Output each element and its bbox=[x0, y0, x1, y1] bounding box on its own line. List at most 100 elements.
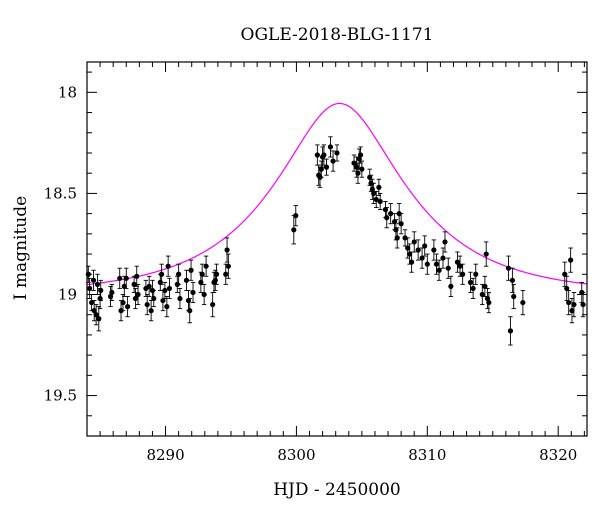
point-marker bbox=[121, 283, 127, 289]
point-marker bbox=[330, 158, 336, 164]
data-point bbox=[569, 298, 575, 324]
point-marker bbox=[507, 328, 514, 334]
data-point bbox=[224, 237, 230, 263]
point-marker bbox=[327, 144, 334, 150]
point-marker bbox=[151, 295, 157, 302]
point-marker bbox=[318, 166, 324, 172]
data-point bbox=[568, 247, 574, 273]
data-point bbox=[473, 263, 479, 285]
y-tick-label: 18.5 bbox=[44, 184, 77, 202]
data-point bbox=[159, 263, 165, 285]
point-marker bbox=[98, 287, 104, 294]
data-point bbox=[98, 279, 104, 302]
data-point bbox=[151, 289, 157, 308]
point-marker bbox=[355, 170, 361, 176]
point-marker bbox=[90, 277, 97, 283]
data-point bbox=[483, 241, 489, 267]
data-point bbox=[402, 229, 408, 247]
data-point bbox=[564, 275, 570, 302]
point-marker bbox=[166, 285, 173, 292]
data-point bbox=[520, 289, 526, 316]
point-marker bbox=[433, 261, 440, 267]
axis-ticks-layer bbox=[86, 62, 587, 437]
data-point bbox=[409, 251, 415, 273]
point-marker bbox=[394, 235, 400, 241]
point-marker bbox=[199, 271, 205, 277]
data-point bbox=[482, 275, 488, 297]
data-point bbox=[436, 259, 442, 281]
point-marker bbox=[411, 239, 417, 245]
data-point bbox=[162, 281, 168, 299]
data-point bbox=[442, 231, 448, 253]
data-point bbox=[123, 267, 129, 289]
data-point bbox=[107, 285, 114, 308]
point-marker bbox=[376, 184, 382, 190]
data-point bbox=[398, 213, 404, 235]
point-marker bbox=[146, 283, 152, 289]
point-marker bbox=[132, 295, 139, 302]
data-point bbox=[351, 154, 357, 172]
data-point bbox=[117, 267, 123, 289]
data-point bbox=[355, 162, 361, 184]
data-point bbox=[384, 207, 390, 229]
point-marker bbox=[91, 308, 97, 314]
point-marker bbox=[566, 299, 572, 306]
point-marker bbox=[520, 299, 526, 306]
point-marker bbox=[436, 267, 442, 273]
data-point bbox=[165, 255, 171, 277]
data-point bbox=[210, 292, 216, 318]
data-point bbox=[134, 265, 140, 287]
data-point bbox=[188, 259, 194, 281]
point-marker bbox=[467, 279, 474, 285]
point-marker bbox=[323, 164, 330, 170]
point-marker bbox=[442, 239, 448, 245]
data-point bbox=[213, 263, 220, 285]
y-tick-label: 19.5 bbox=[44, 387, 77, 405]
data-point bbox=[359, 160, 365, 178]
data-point bbox=[411, 231, 417, 253]
model-curve-layer bbox=[86, 102, 588, 286]
data-point bbox=[132, 287, 139, 310]
point-marker bbox=[431, 247, 437, 253]
data-point bbox=[422, 235, 428, 257]
data-point bbox=[96, 306, 102, 332]
data-point bbox=[327, 136, 334, 158]
point-marker bbox=[569, 308, 575, 314]
data-point bbox=[454, 251, 461, 273]
data-point bbox=[135, 283, 141, 306]
point-marker bbox=[509, 277, 515, 283]
data-point bbox=[467, 271, 474, 293]
data-point bbox=[109, 283, 115, 302]
point-marker bbox=[409, 259, 415, 265]
point-marker bbox=[176, 271, 182, 277]
data-point bbox=[201, 283, 207, 306]
x-tick-label: 8320 bbox=[539, 446, 577, 464]
point-marker bbox=[135, 291, 141, 298]
point-marker bbox=[388, 211, 394, 217]
model-curve bbox=[86, 102, 588, 286]
point-marker bbox=[134, 273, 140, 279]
point-marker bbox=[213, 271, 220, 277]
point-marker bbox=[162, 287, 168, 294]
point-marker bbox=[505, 265, 512, 271]
point-marker bbox=[225, 263, 231, 269]
data-point bbox=[440, 247, 446, 269]
point-marker bbox=[109, 289, 115, 296]
data-point bbox=[445, 257, 451, 279]
point-marker bbox=[457, 263, 463, 269]
data-point bbox=[144, 294, 150, 316]
point-marker bbox=[398, 221, 404, 227]
point-marker bbox=[407, 251, 413, 257]
data-point bbox=[376, 178, 382, 196]
data-point bbox=[424, 253, 430, 275]
point-marker bbox=[357, 152, 364, 158]
point-marker bbox=[511, 293, 517, 300]
point-marker bbox=[562, 271, 568, 277]
point-marker bbox=[93, 312, 99, 318]
point-marker bbox=[293, 213, 299, 219]
y-axis-label: I magnitude bbox=[11, 196, 31, 300]
data-point bbox=[388, 203, 394, 225]
data-point bbox=[486, 292, 492, 314]
point-marker bbox=[188, 267, 194, 273]
point-marker bbox=[486, 299, 492, 306]
